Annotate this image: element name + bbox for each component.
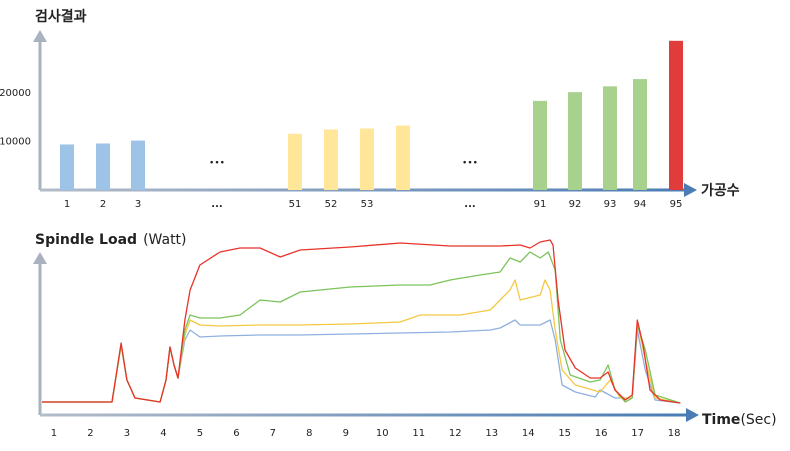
x-tick-label: 2: [100, 199, 106, 210]
x-tick-label: 53: [361, 199, 374, 210]
y-tick-label: 10000: [0, 137, 31, 148]
x-tick-label: 10: [376, 428, 389, 439]
x-tick-label: 12: [449, 428, 462, 439]
y-axis-arrow: [33, 252, 47, 264]
x-tick-label: 13: [485, 428, 498, 439]
x-tick-label: 17: [631, 428, 644, 439]
bar: [669, 40, 683, 190]
x-tick-label: 4: [160, 428, 166, 439]
x-tick-label: 3: [135, 199, 141, 210]
series-line: [42, 319, 681, 404]
x-tick-label: 5: [197, 428, 203, 439]
ellipsis-dots: •••: [209, 159, 225, 169]
x-tick-label: 3: [124, 428, 130, 439]
title-text: Spindle Load: [35, 232, 137, 248]
x-tick-label: 14: [522, 428, 535, 439]
y-axis-arrow: [33, 30, 47, 42]
x-axis-label: Time(Sec): [702, 412, 777, 428]
bar: [568, 92, 582, 190]
x-tick-label: 11: [412, 428, 425, 439]
bar: [533, 100, 547, 190]
y-tick-label: 20000: [0, 88, 31, 99]
x-axis-arrow: [686, 408, 699, 422]
x-tick-label: 92: [569, 199, 582, 210]
x-tick-label: 1: [51, 428, 57, 439]
x-tick-label: 51: [289, 199, 302, 210]
x-tick-label: 6: [233, 428, 239, 439]
chart-title: Spindle Load (Watt): [35, 232, 187, 248]
x-tick-label: 7: [270, 428, 276, 439]
x-tick-label: 91: [534, 199, 547, 210]
bar: [603, 86, 617, 190]
x-tick-label: 1: [64, 199, 70, 210]
x-tick-label: 16: [595, 428, 608, 439]
ellipsis-dots: •••: [462, 159, 478, 169]
bar: [131, 140, 145, 190]
x-tick-label: 94: [634, 199, 647, 210]
series-line: [42, 251, 681, 404]
bar: [324, 129, 338, 190]
title-unit: (Watt): [143, 232, 186, 248]
bar: [396, 125, 410, 190]
bar: [288, 133, 302, 190]
bar: [60, 144, 74, 190]
series-line: [42, 239, 681, 404]
x-axis-arrow: [684, 183, 697, 197]
x-axis: [40, 413, 687, 417]
bar: [96, 143, 110, 190]
x-tick-label: 2: [87, 428, 93, 439]
x-tick-label: ...: [211, 199, 222, 210]
x-tick-label: 18: [668, 428, 681, 439]
x-tick-label: ...: [464, 199, 475, 210]
x-tick-label: 15: [558, 428, 571, 439]
y-axis-label: 검사결과: [35, 8, 87, 25]
x-tick-label: 52: [325, 199, 338, 210]
bar: [633, 79, 647, 190]
x-label-text: Time: [702, 412, 740, 428]
x-tick-label: 93: [604, 199, 617, 210]
bar: [360, 128, 374, 190]
x-tick-label: 9: [343, 428, 349, 439]
x-tick-label: 8: [306, 428, 312, 439]
x-axis-label: 가공수: [701, 183, 740, 199]
series-line: [42, 279, 681, 404]
x-tick-label: 95: [670, 199, 683, 210]
x-label-unit: (Sec): [740, 412, 776, 428]
